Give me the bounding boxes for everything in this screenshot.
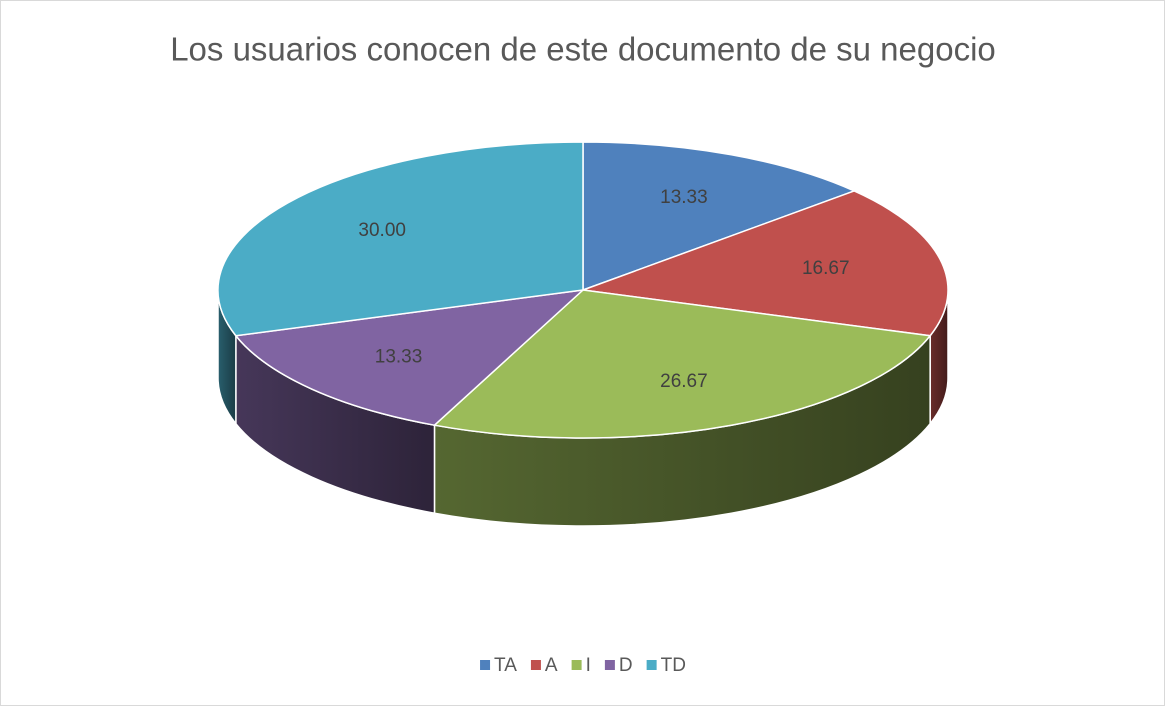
pie-slice bbox=[582, 190, 949, 337]
legend-label: I bbox=[586, 655, 591, 676]
pie-slice bbox=[582, 141, 857, 292]
legend-swatch bbox=[646, 660, 657, 670]
legend-swatch bbox=[571, 660, 582, 670]
legend-label: D bbox=[619, 655, 633, 676]
data-label: 13.33 bbox=[660, 187, 708, 208]
pie-slice bbox=[217, 141, 584, 337]
data-label: 30.00 bbox=[358, 220, 406, 241]
legend-swatch bbox=[480, 660, 491, 670]
pie-slice bbox=[432, 289, 932, 439]
legend-label: TA bbox=[494, 655, 517, 676]
legend-swatch bbox=[604, 660, 615, 670]
legend-label: TD bbox=[661, 655, 686, 676]
data-label: 16.67 bbox=[802, 258, 850, 279]
data-label: 13.33 bbox=[375, 346, 423, 367]
chart-title: Los usuarios conocen de este documento d… bbox=[170, 31, 996, 68]
legend-label: A bbox=[545, 655, 558, 676]
legend-swatch bbox=[530, 660, 541, 670]
pie-slice bbox=[234, 288, 586, 426]
data-label: 26.67 bbox=[660, 371, 708, 392]
